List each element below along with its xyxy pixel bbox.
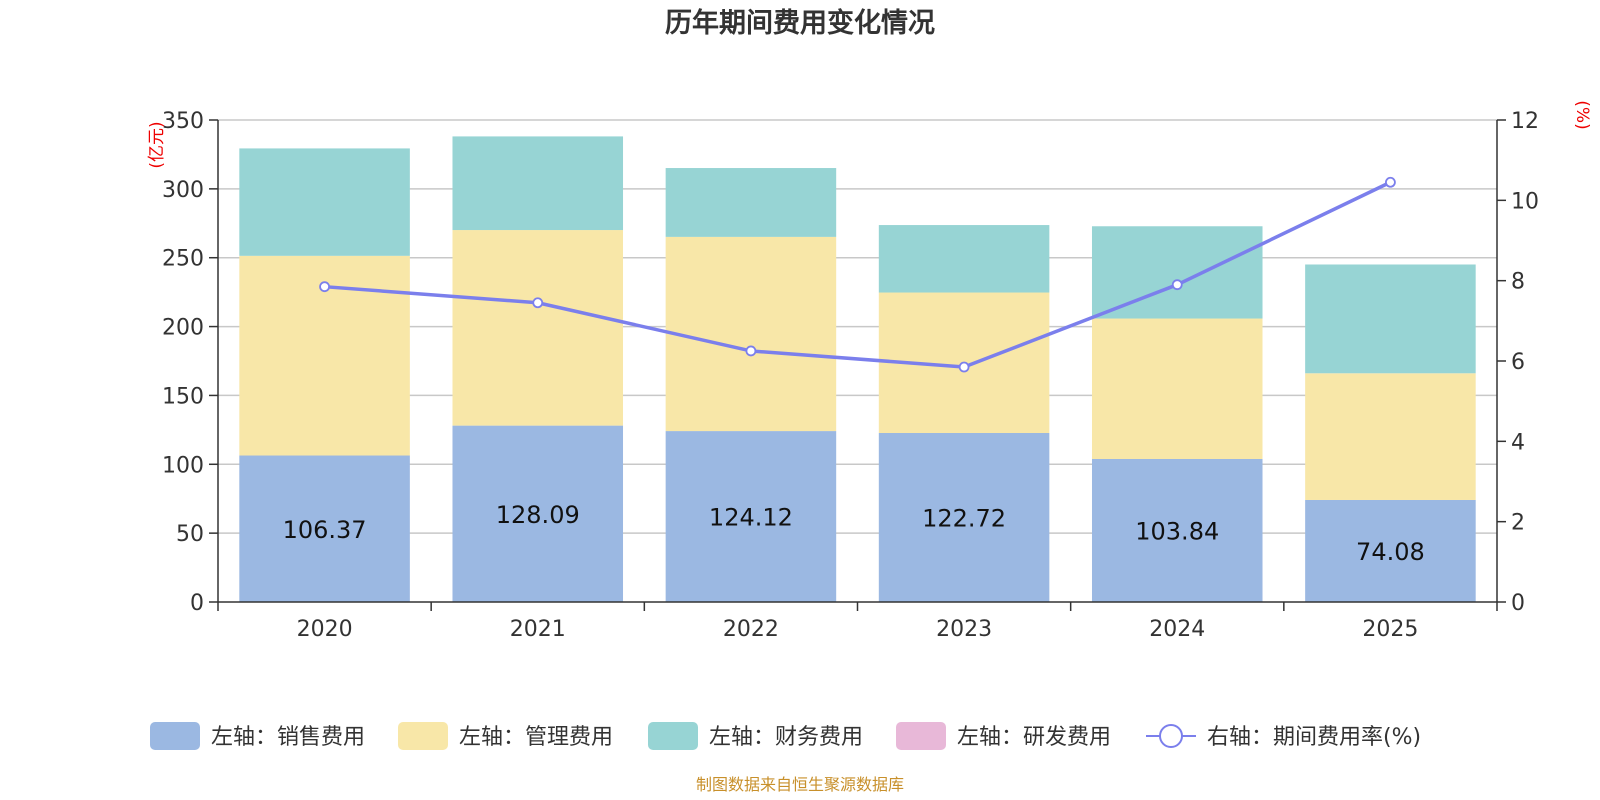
right-tick-label: 8: [1511, 270, 1525, 295]
bar-layer: [239, 136, 1476, 602]
left-tick-label: 0: [190, 591, 204, 616]
x-tick-label: 2023: [936, 617, 992, 642]
x-tick-label: 2021: [510, 617, 566, 642]
legend-item-0[interactable]: 左轴：销售费用: [150, 722, 365, 750]
left-axis-unit: (亿元): [147, 121, 167, 168]
bar-2022-series-0: [665, 431, 837, 602]
legend-item-4[interactable]: 右轴：期间费用率(%): [1146, 724, 1421, 750]
right-axis-unit: (%): [1572, 100, 1592, 129]
line-point-2024: [1171, 279, 1183, 291]
grid-layer: [218, 119, 1497, 534]
right-tick-label: 12: [1511, 109, 1539, 134]
right-tick-label: 10: [1511, 189, 1539, 214]
legend-label: 左轴：研发费用: [957, 725, 1111, 750]
bar-2021-series-2: [452, 136, 624, 231]
data-label-2024: 103.84: [1135, 517, 1219, 545]
bar-2023-series-0: [878, 432, 1050, 602]
bar-2025-series-1: [1305, 373, 1476, 500]
bar-2024-series-1: [1091, 318, 1263, 459]
legend-swatch: [398, 722, 448, 750]
bar-2024-series-2: [1091, 226, 1263, 319]
bar-2022-series-2: [665, 168, 837, 237]
x-tick-label: 2024: [1149, 617, 1205, 642]
line-point-2023: [958, 361, 970, 373]
bar-2020-series-2: [239, 148, 410, 256]
legend-swatch: [150, 722, 200, 750]
line-point-2021: [532, 297, 544, 309]
legend-item-2[interactable]: 左轴：财务费用: [648, 722, 863, 750]
chart-title: 历年期间费用变化情况: [665, 7, 935, 39]
data-label-2021: 128.09: [496, 501, 580, 529]
bar-2023-series-2: [878, 225, 1050, 293]
line-point-2022: [745, 345, 757, 357]
left-tick-label: 150: [162, 384, 204, 409]
left-tick-label: 200: [162, 316, 204, 341]
bar-2025-series-0: [1305, 499, 1476, 602]
bar-2025-series-2: [1305, 264, 1476, 374]
right-tick-label: 6: [1511, 350, 1525, 375]
legend-label: 左轴：销售费用: [211, 725, 365, 750]
line-point-2025: [1385, 176, 1396, 188]
legend-item-1[interactable]: 左轴：管理费用: [398, 722, 613, 750]
data-label-2023: 122.72: [922, 504, 1006, 532]
right-tick-label: 4: [1511, 430, 1525, 455]
legend: 左轴：销售费用 左轴：管理费用 左轴：财务费用 左轴：研发费用 右轴：期间费用率(%): [150, 722, 1421, 750]
x-tick-label: 2020: [297, 617, 353, 642]
bar-2021-series-0: [452, 425, 624, 602]
legend-swatch: [648, 722, 698, 750]
right-tick-label: 0: [1511, 591, 1525, 616]
data-label-2025: 74.08: [1356, 538, 1425, 566]
left-tick-label: 300: [162, 178, 204, 203]
line-point-2020: [319, 281, 330, 293]
x-tick-label: 2022: [723, 617, 779, 642]
bar-2020-series-0: [239, 455, 410, 602]
data-label-2022: 124.12: [709, 504, 793, 532]
bar-2024-series-0: [1091, 458, 1263, 602]
bar-2022-series-1: [665, 236, 837, 432]
legend-label: 右轴：期间费用率(%): [1207, 725, 1421, 750]
legend-marker-icon: [1159, 724, 1183, 748]
source-note: 制图数据来自恒生聚源数据库: [696, 775, 904, 794]
legend-swatch: [896, 722, 946, 750]
data-label-2020: 106.37: [283, 516, 367, 544]
line-layer: [319, 176, 1396, 373]
left-tick-label: 350: [162, 109, 204, 134]
left-tick-label: 250: [162, 247, 204, 272]
left-tick-label: 100: [162, 453, 204, 478]
line-series-rate: [324, 180, 1392, 369]
legend-label: 左轴：管理费用: [459, 725, 613, 750]
right-tick-label: 2: [1511, 511, 1525, 536]
bar-2021-series-1: [452, 230, 624, 426]
left-tick-label: 50: [176, 522, 204, 547]
x-tick-label: 2025: [1362, 617, 1418, 642]
legend-label: 左轴：财务费用: [709, 725, 863, 750]
axis-layer: 0 50 100 150 200 250 300 350 0 2 4 6 8 10 12 2020 2021 20…: [162, 109, 1539, 642]
legend-item-3[interactable]: 左轴：研发费用: [896, 722, 1111, 750]
label-layer: 106.37 128.09 124.12 122.72 103.84 74.08: [283, 501, 1425, 566]
